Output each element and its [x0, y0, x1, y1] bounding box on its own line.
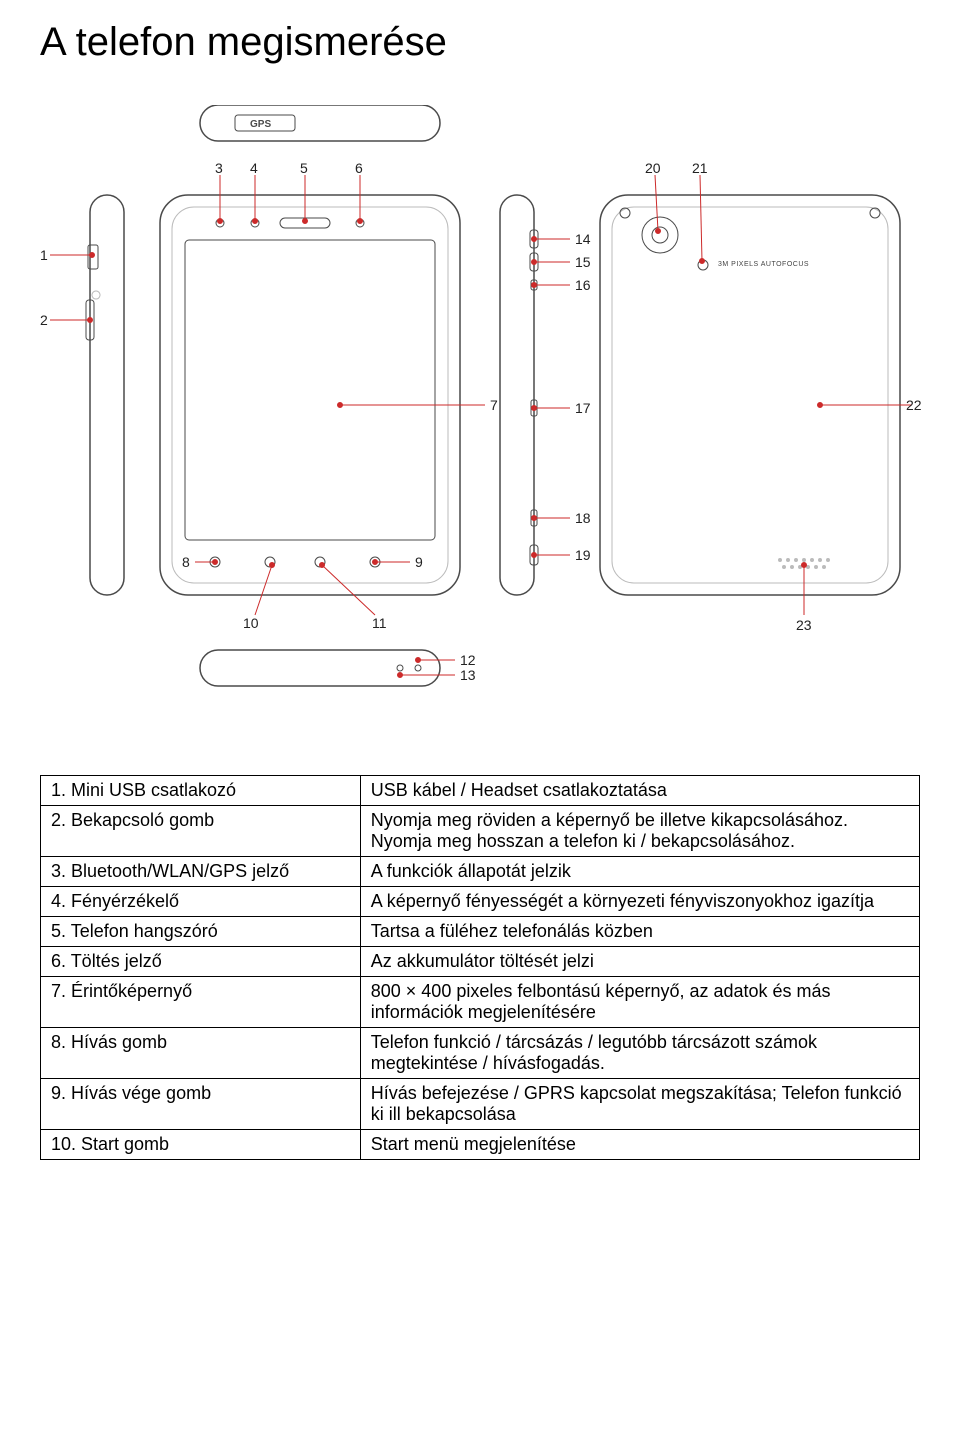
callout-17: 17 — [575, 400, 591, 416]
table-row: 6. Töltés jelzőAz akkumulátor töltését j… — [41, 947, 920, 977]
row-3-name: 3. Bluetooth/WLAN/GPS jelző — [41, 857, 361, 887]
callout-2: 2 — [40, 312, 48, 328]
row-8-name: 8. Hívás gomb — [41, 1028, 361, 1079]
gps-label: GPS — [250, 119, 271, 130]
bottom-view — [200, 650, 440, 686]
callout-1: 1 — [40, 247, 48, 263]
row-2-name: 2. Bekapcsoló gomb — [41, 806, 361, 857]
table-row: 10. Start gombStart menü megjelenítése — [41, 1130, 920, 1160]
row-4-desc: A képernyő fényességét a környezeti fény… — [360, 887, 919, 917]
row-6-desc: Az akkumulátor töltését jelzi — [360, 947, 919, 977]
device-diagram: GPS — [40, 105, 920, 745]
callout-7: 7 — [490, 397, 498, 413]
callout-9: 9 — [415, 554, 423, 570]
callout-21: 21 — [692, 160, 708, 176]
table-row: 4. FényérzékelőA képernyő fényességét a … — [41, 887, 920, 917]
back-view — [600, 195, 900, 595]
row-5-name: 5. Telefon hangszóró — [41, 917, 361, 947]
callout-22: 22 — [906, 397, 922, 413]
callout-14: 14 — [575, 231, 591, 247]
front-view — [160, 195, 460, 595]
callout-5: 5 — [300, 160, 308, 176]
table-row: 7. Érintőképernyő800 × 400 pixeles felbo… — [41, 977, 920, 1028]
table-row: 5. Telefon hangszóróTartsa a füléhez tel… — [41, 917, 920, 947]
row-1-desc: USB kábel / Headset csatlakoztatása — [360, 776, 919, 806]
row-7-name: 7. Érintőképernyő — [41, 977, 361, 1028]
row-3-desc: A funkciók állapotát jelzik — [360, 857, 919, 887]
callout-23: 23 — [796, 617, 812, 633]
callout-12: 12 — [460, 652, 476, 668]
back-pixels-label: 3M PIXELS AUTOFOCUS — [718, 261, 809, 268]
callout-6: 6 — [355, 160, 363, 176]
right-side-view — [500, 195, 538, 595]
callout-11: 11 — [372, 615, 387, 631]
table-row: 3. Bluetooth/WLAN/GPS jelzőA funkciók ál… — [41, 857, 920, 887]
callout-4: 4 — [250, 160, 258, 176]
table-row: 1. Mini USB csatlakozóUSB kábel / Headse… — [41, 776, 920, 806]
row-2-desc: Nyomja meg röviden a képernyő be illetve… — [360, 806, 919, 857]
row-6-name: 6. Töltés jelző — [41, 947, 361, 977]
row-10-desc: Start menü megjelenítése — [360, 1130, 919, 1160]
table-row: 9. Hívás vége gombHívás befejezése / GPR… — [41, 1079, 920, 1130]
callout-8: 8 — [182, 554, 190, 570]
row-10-name: 10. Start gomb — [41, 1130, 361, 1160]
row-8-desc: Telefon funkció / tárcsázás / legutóbb t… — [360, 1028, 919, 1079]
diagram-svg: GPS — [40, 105, 920, 745]
callout-18: 18 — [575, 510, 591, 526]
row-9-name: 9. Hívás vége gomb — [41, 1079, 361, 1130]
callout-15: 15 — [575, 254, 591, 270]
parts-table: 1. Mini USB csatlakozóUSB kábel / Headse… — [40, 775, 920, 1160]
row-9-desc: Hívás befejezése / GPRS kapcsolat megsza… — [360, 1079, 919, 1130]
callout-10: 10 — [243, 615, 259, 631]
page-title: A telefon megismerése — [40, 20, 920, 65]
row-4-name: 4. Fényérzékelő — [41, 887, 361, 917]
row-1-name: 1. Mini USB csatlakozó — [41, 776, 361, 806]
callout-20: 20 — [645, 160, 661, 176]
callout-3: 3 — [215, 160, 223, 176]
top-view — [200, 105, 440, 141]
callout-16: 16 — [575, 277, 591, 293]
table-row: 2. Bekapcsoló gombNyomja meg röviden a k… — [41, 806, 920, 857]
callout-19: 19 — [575, 547, 591, 563]
callout-13: 13 — [460, 667, 476, 683]
row-7-desc: 800 × 400 pixeles felbontású képernyő, a… — [360, 977, 919, 1028]
table-row: 8. Hívás gombTelefon funkció / tárcsázás… — [41, 1028, 920, 1079]
row-5-desc: Tartsa a füléhez telefonálás közben — [360, 917, 919, 947]
